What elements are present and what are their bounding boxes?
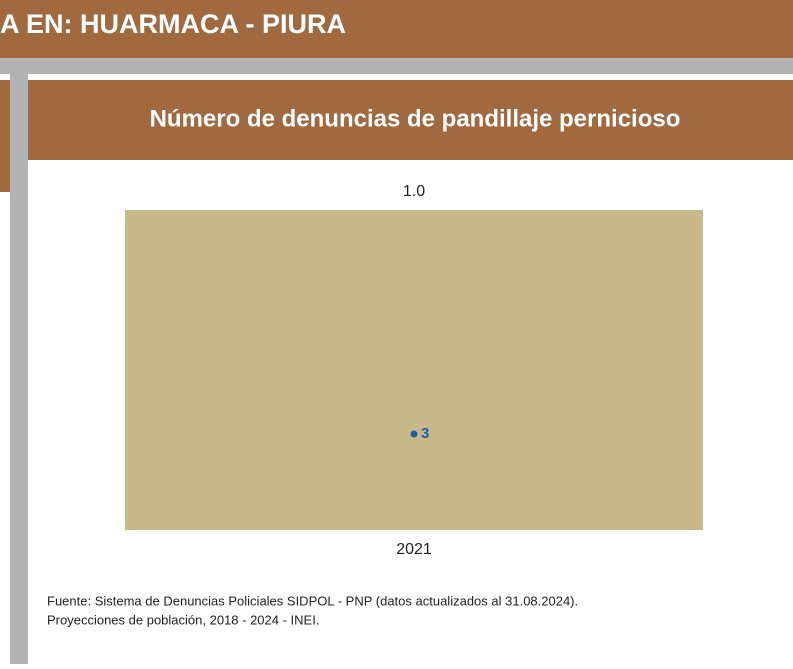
source-line: Proyecciones de población, 2018 - 2024 -… — [47, 612, 319, 627]
x-tick-label: 2021 — [396, 541, 432, 558]
left-panel-edge — [0, 80, 10, 192]
source-line: Fuente: Sistema de Denuncias Policiales … — [47, 593, 578, 608]
panel-title: Número de denuncias de pandillaje pernic… — [150, 105, 681, 132]
separator — [0, 58, 793, 74]
point — [410, 430, 418, 438]
banner-title: A EN: HUARMACA - PIURA — [0, 9, 346, 39]
top-banner — [0, 0, 793, 58]
panel-header — [28, 80, 793, 160]
left-edge — [0, 74, 12, 664]
data-label: 1.0 — [403, 183, 425, 200]
data-label: 3 — [421, 425, 429, 442]
bar — [125, 210, 703, 530]
left-strip — [10, 74, 28, 664]
